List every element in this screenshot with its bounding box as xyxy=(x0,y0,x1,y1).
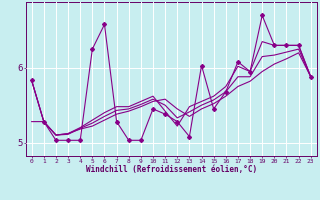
X-axis label: Windchill (Refroidissement éolien,°C): Windchill (Refroidissement éolien,°C) xyxy=(86,165,257,174)
